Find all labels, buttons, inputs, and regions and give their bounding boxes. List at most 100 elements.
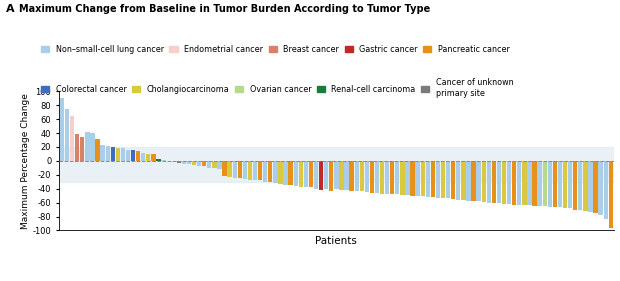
Bar (268, 161, 272, 182)
Bar (258, 161, 262, 180)
Bar (237, 161, 242, 178)
Bar (431, 161, 435, 197)
Bar (319, 161, 323, 190)
Bar (242, 161, 247, 179)
Bar (420, 161, 425, 196)
Bar (355, 161, 359, 191)
Bar (223, 161, 227, 176)
Bar (299, 161, 303, 187)
Bar (350, 161, 354, 191)
Bar (512, 161, 516, 205)
Bar (309, 161, 313, 187)
Bar (527, 161, 531, 205)
Bar (75, 134, 79, 161)
Bar (131, 150, 135, 161)
Bar (502, 161, 506, 204)
Bar (360, 161, 364, 191)
Bar (59, 147, 614, 182)
Bar (446, 161, 450, 198)
Bar (461, 161, 466, 200)
Bar (293, 161, 298, 186)
Bar (105, 146, 110, 161)
Bar (85, 132, 89, 161)
Bar (410, 161, 415, 196)
Bar (218, 161, 221, 169)
Bar (552, 161, 557, 207)
Bar (603, 161, 608, 219)
Bar (385, 161, 389, 194)
Bar (471, 161, 476, 201)
Legend: Non–small-cell lung cancer, Endometrial cancer, Breast cancer, Gastric cancer, P: Non–small-cell lung cancer, Endometrial … (41, 45, 510, 54)
Bar (482, 161, 486, 202)
Bar (192, 161, 196, 165)
Bar (212, 161, 216, 168)
Bar (232, 161, 237, 178)
Bar (65, 109, 69, 161)
Bar (288, 161, 293, 185)
Bar (314, 161, 318, 189)
Bar (426, 161, 430, 197)
Bar (598, 161, 603, 215)
Bar (60, 98, 64, 161)
Bar (334, 161, 339, 189)
Bar (273, 161, 278, 183)
Bar (533, 161, 537, 206)
Bar (583, 161, 588, 211)
Bar (177, 161, 181, 163)
Bar (344, 161, 348, 190)
Bar (573, 161, 577, 210)
Bar (588, 161, 593, 212)
Bar (487, 161, 491, 203)
Bar (339, 161, 343, 190)
Bar (405, 161, 410, 195)
Bar (542, 161, 547, 206)
Bar (283, 161, 288, 185)
Bar (497, 161, 501, 203)
Text: A: A (6, 4, 15, 14)
Bar (365, 161, 369, 192)
Bar (370, 161, 374, 193)
Bar (95, 139, 100, 161)
Bar (466, 161, 471, 201)
Y-axis label: Maximum Percentage Change: Maximum Percentage Change (20, 93, 30, 229)
Bar (563, 161, 567, 208)
Bar (609, 161, 613, 228)
Bar (324, 161, 329, 189)
Bar (547, 161, 552, 207)
Bar (477, 161, 481, 201)
Bar (253, 161, 257, 180)
Bar (151, 154, 156, 161)
Text: Maximum Change from Baseline in Tumor Burden According to Tumor Type: Maximum Change from Baseline in Tumor Bu… (19, 4, 430, 14)
Bar (80, 137, 84, 161)
Bar (456, 161, 461, 200)
Bar (492, 161, 496, 203)
Bar (100, 145, 105, 161)
Bar (395, 161, 399, 194)
Bar (558, 161, 562, 207)
Bar (172, 161, 176, 162)
Bar (121, 148, 125, 161)
Bar (156, 159, 161, 161)
Bar (126, 150, 130, 161)
Bar (380, 161, 384, 194)
Bar (441, 161, 445, 198)
Bar (568, 161, 572, 208)
Bar (116, 148, 120, 161)
Bar (593, 161, 598, 213)
Bar (390, 161, 394, 194)
Bar (161, 160, 166, 161)
Bar (451, 161, 455, 199)
Bar (146, 154, 151, 161)
Bar (110, 147, 115, 161)
Bar (248, 161, 252, 180)
Bar (70, 116, 74, 161)
Bar (278, 161, 283, 184)
Bar (182, 161, 186, 164)
Bar (202, 161, 206, 166)
X-axis label: Patients: Patients (316, 236, 357, 246)
Bar (415, 161, 420, 196)
Bar (91, 133, 95, 161)
Bar (517, 161, 521, 205)
Bar (538, 161, 542, 206)
Bar (136, 151, 140, 161)
